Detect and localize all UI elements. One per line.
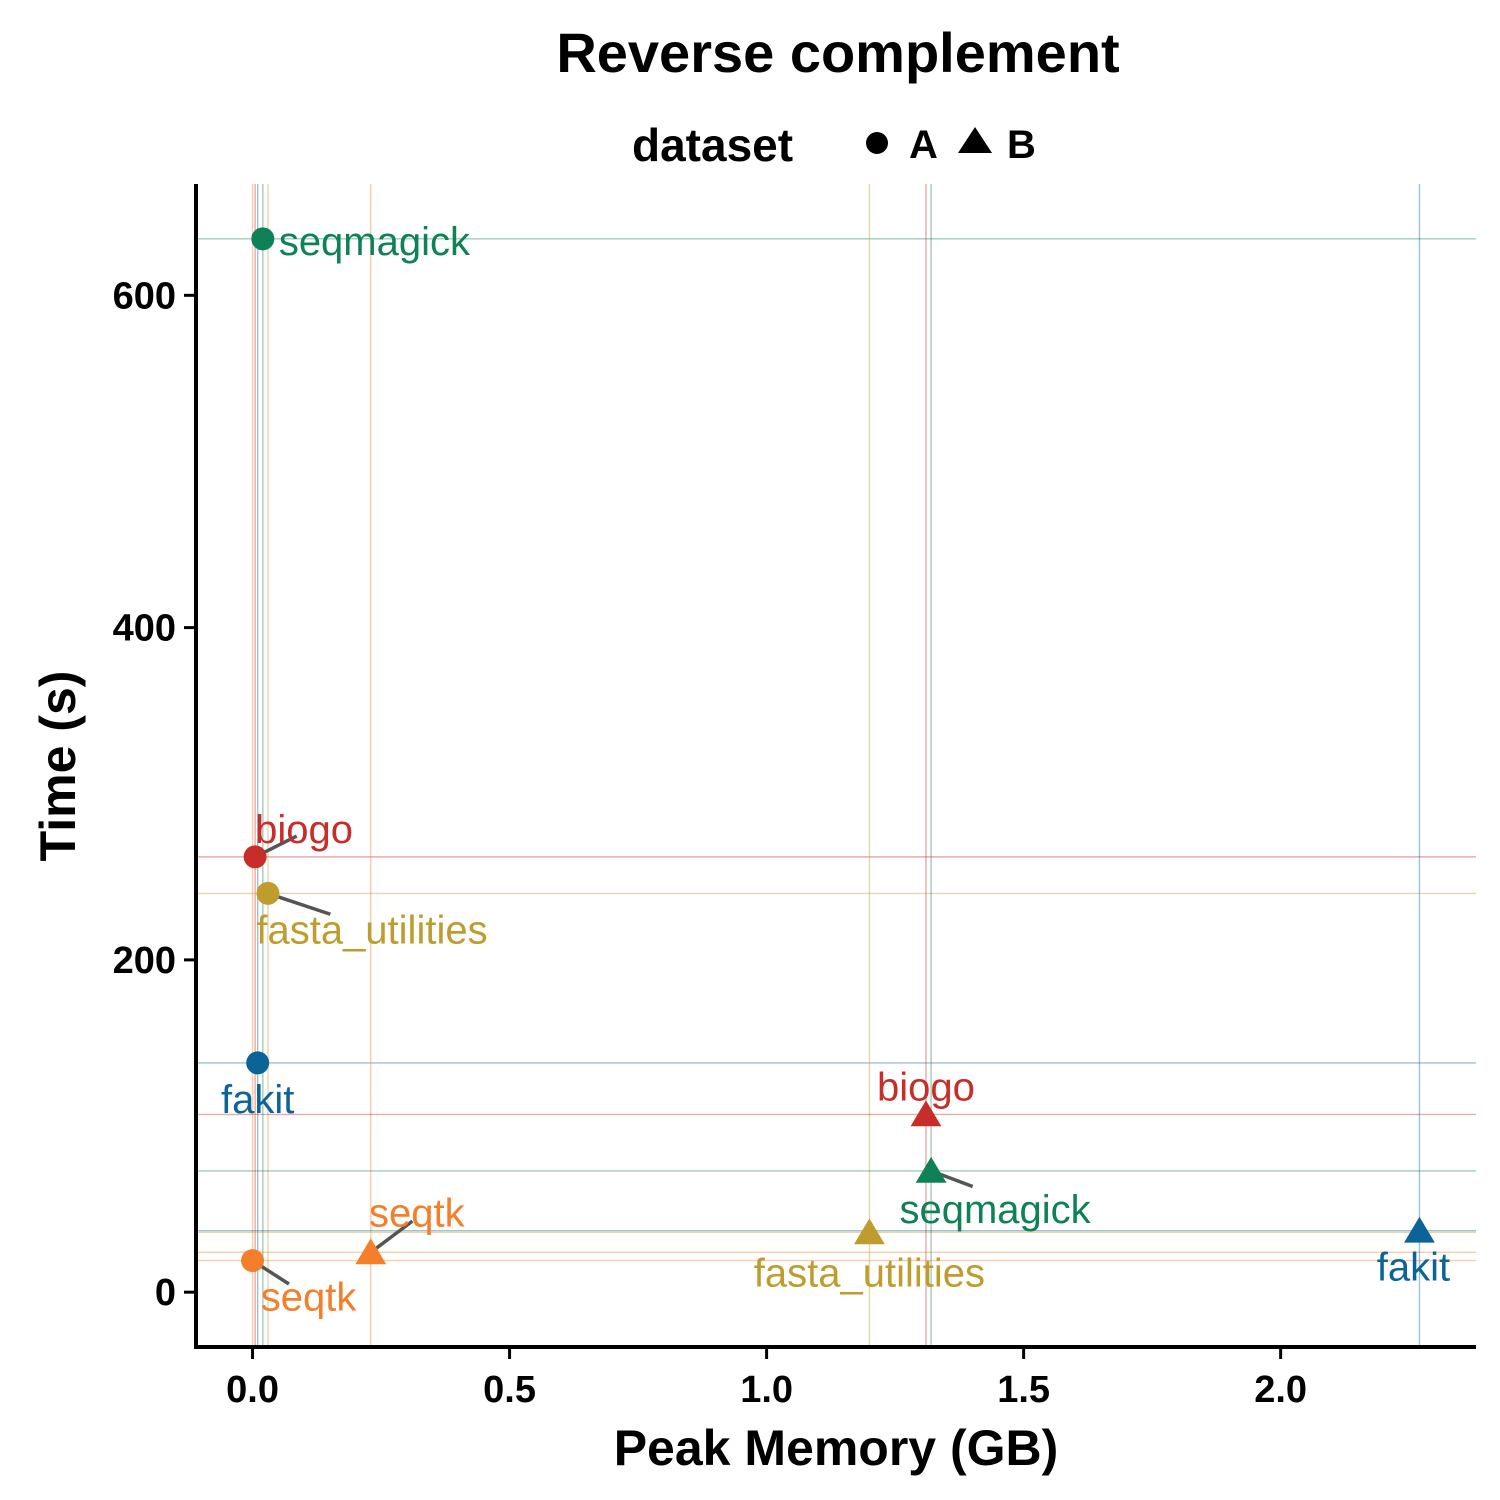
legend-label-b: B	[1007, 123, 1036, 167]
legend-title: dataset	[632, 119, 793, 171]
plot-area: seqmagickbiogofasta_utilitiesfakitseqtks…	[196, 184, 1476, 1347]
point-seqtk-b	[355, 1238, 387, 1265]
x-tick-label: 0.0	[226, 1369, 279, 1411]
x-tick-label: 0.5	[483, 1369, 536, 1411]
point-biogo-a	[243, 845, 267, 869]
label-connectors	[251, 834, 974, 1286]
label-biogo-b: biogo	[877, 1065, 975, 1109]
legend: dataset A B	[632, 119, 1036, 171]
x-tick-label: 1.0	[740, 1369, 793, 1411]
legend-circle-icon	[866, 132, 888, 154]
label-fakit-a: fakit	[221, 1078, 294, 1122]
point-fasta-utilities-b	[854, 1218, 885, 1245]
reference-lines	[196, 184, 1476, 1347]
label-seqtk-a: seqtk	[261, 1276, 358, 1320]
label-seqtk-b: seqtk	[369, 1191, 466, 1235]
point-seqmagick-b	[915, 1156, 947, 1183]
data-points	[241, 227, 1435, 1273]
x-axis-title: Peak Memory (GB)	[614, 1420, 1059, 1476]
label-fasta-utilities-a: fasta_utilities	[256, 908, 487, 952]
label-fasta-utilities-b: fasta_utilities	[754, 1251, 985, 1295]
legend-triangle-icon	[958, 127, 992, 153]
point-fasta-utilities-a	[256, 881, 280, 905]
point-fakit-a	[246, 1051, 270, 1075]
point-seqmagick-a	[251, 227, 275, 251]
y-tick-label: 600	[113, 275, 176, 317]
x-tick-label: 2.0	[1254, 1369, 1307, 1411]
y-tick-label: 200	[113, 940, 176, 982]
y-ticks: 0 200 400 600	[113, 275, 196, 1314]
label-biogo-a: biogo	[255, 808, 353, 852]
y-tick-label: 0	[155, 1272, 176, 1314]
y-tick-label: 400	[113, 608, 176, 650]
y-axis-title: Time (s)	[30, 671, 86, 862]
point-seqtk-a	[241, 1249, 265, 1273]
chart-title: Reverse complement	[556, 21, 1119, 84]
legend-label-a: A	[909, 123, 938, 167]
connector-seqtk-b	[369, 1219, 414, 1254]
label-seqmagick-a: seqmagick	[279, 220, 471, 264]
axes: 0.0 0.5 1.0 1.5 2.0 0 200 400 600	[113, 184, 1476, 1411]
label-fakit-b: fakit	[1377, 1246, 1450, 1290]
point-biogo-b	[910, 1100, 942, 1127]
x-tick-label: 1.5	[997, 1369, 1050, 1411]
point-labels: seqmagickbiogofasta_utilitiesfakitseqtks…	[221, 220, 1450, 1320]
point-fakit-b	[1404, 1216, 1435, 1243]
x-ticks: 0.0 0.5 1.0 1.5 2.0	[226, 1347, 1307, 1411]
label-seqmagick-b: seqmagick	[899, 1188, 1091, 1232]
